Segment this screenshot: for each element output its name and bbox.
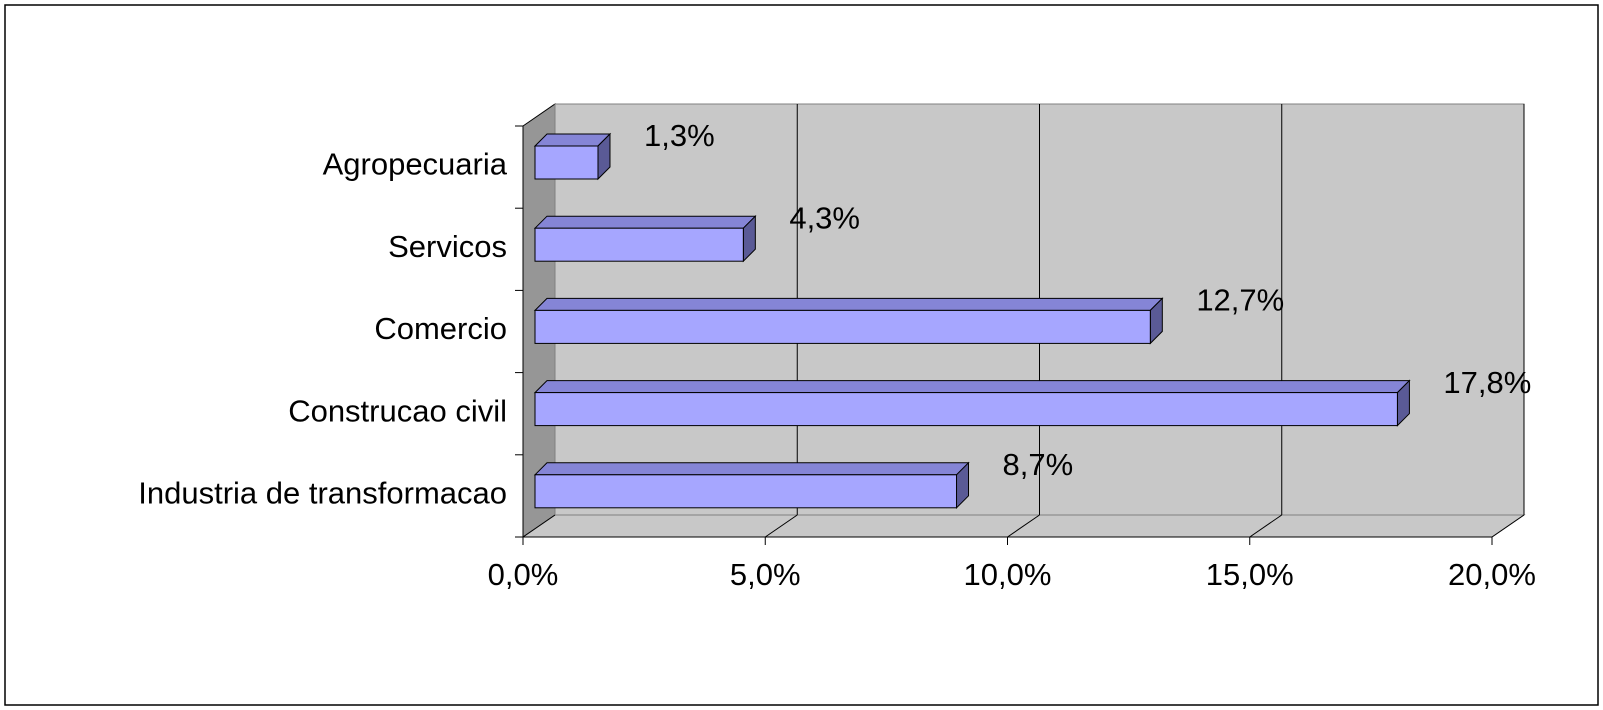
category-label: Industria de transformacao [138,475,507,510]
bar-front [534,145,599,180]
floor-line [1007,514,1040,538]
x-tick-label: 20,0% [1448,557,1536,592]
x-tick-label: 15,0% [1206,557,1294,592]
bar-front [534,309,1151,344]
bar-top [533,133,612,147]
x-tick-label: 5,0% [730,557,801,592]
floor-line [1249,514,1283,538]
bar [533,214,757,263]
bar [533,297,1164,345]
category-label: Construcao civil [288,393,507,428]
floor-line [522,514,556,538]
x-tick-label: 10,0% [964,557,1052,592]
bar [533,461,970,510]
bar-front [534,227,744,262]
bar-top [533,215,757,229]
data-label: 1,3% [644,118,715,153]
category-label: Comercio [374,311,507,346]
data-label: 8,7% [1003,447,1074,482]
bar [533,379,1411,427]
bar-front [534,474,958,509]
category-label: Agropecuaria [323,147,508,182]
data-label: 4,3% [789,200,860,235]
category-label: Servicos [388,229,507,264]
bar-top [533,462,970,476]
floor-line [764,514,798,538]
data-label: 17,8% [1443,365,1531,400]
floor-line [1491,514,1525,538]
bar-top [533,380,1411,394]
bar-top [533,297,1164,311]
data-label: 12,7% [1196,283,1284,318]
bar-front [534,392,1398,427]
x-tick-label: 0,0% [488,557,559,592]
bar [533,132,612,181]
